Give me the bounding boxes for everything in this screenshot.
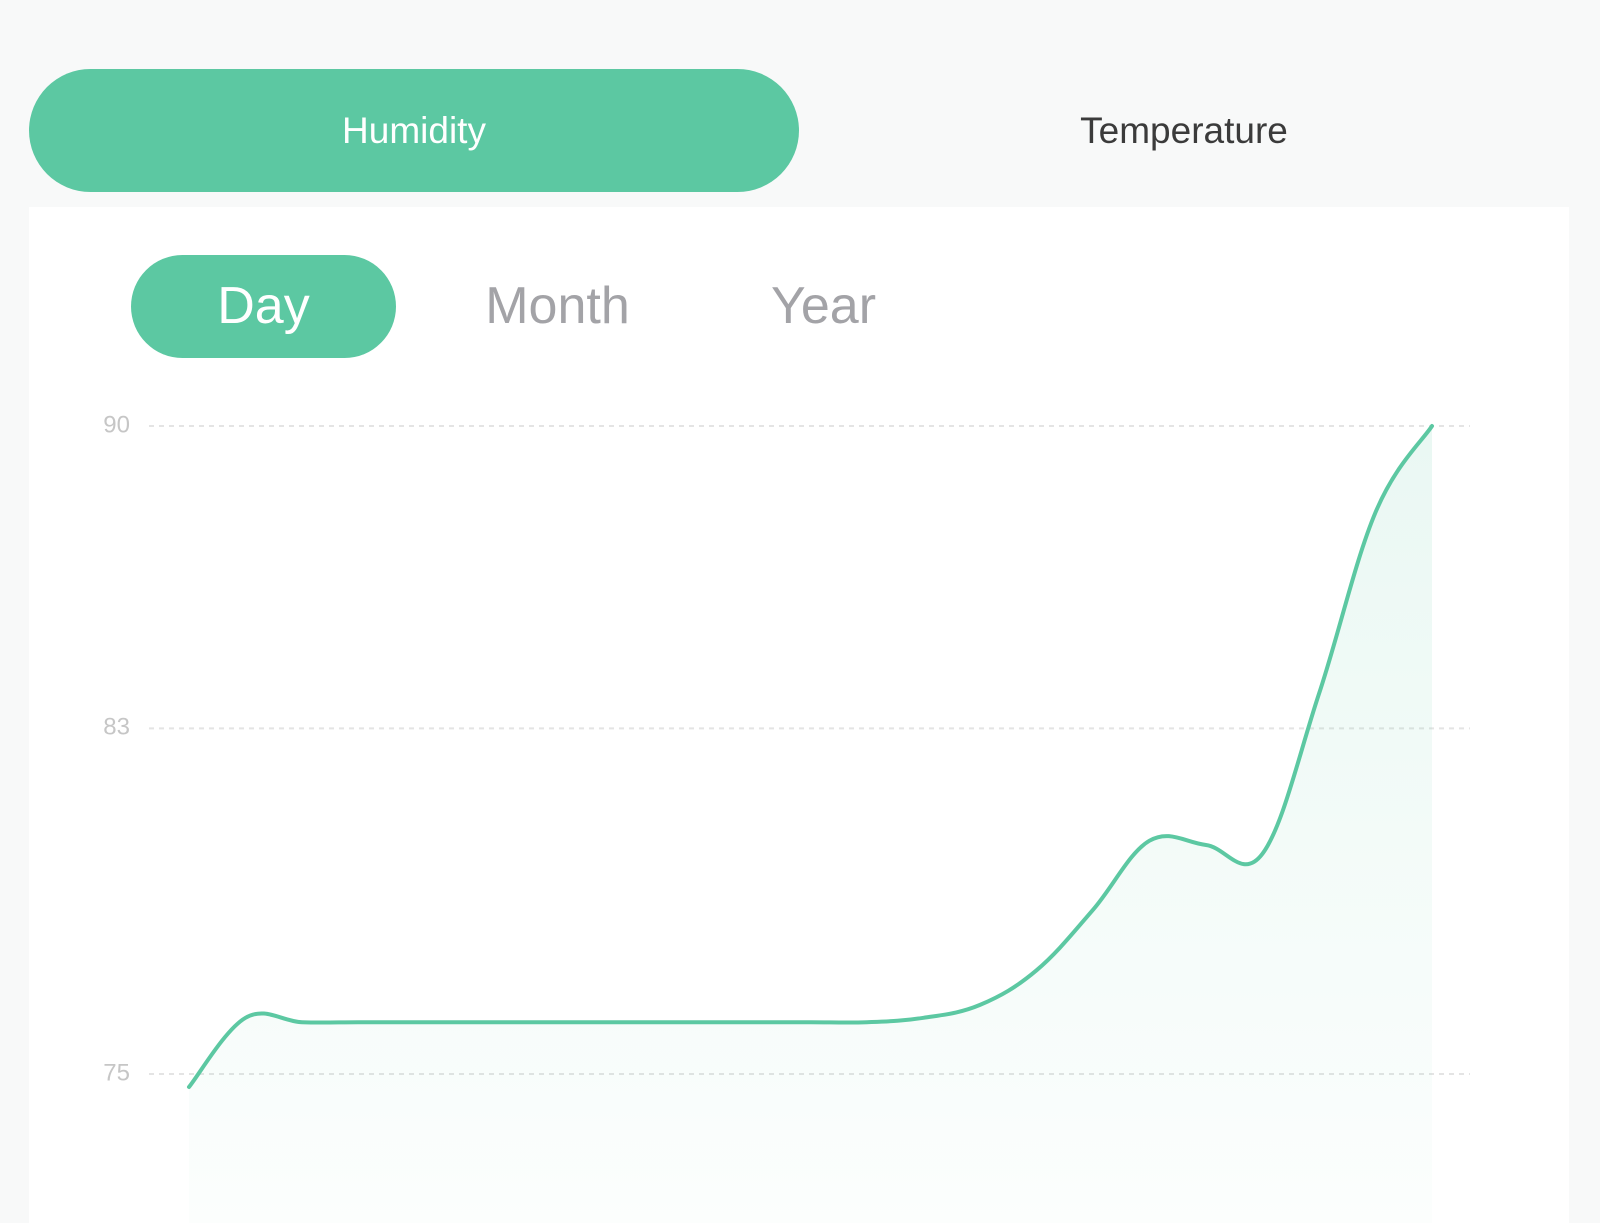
data-point (922, 1016, 926, 1020)
data-point (526, 1020, 530, 1024)
series-area (189, 426, 1432, 1223)
data-point (1430, 424, 1434, 428)
tab-day[interactable]: Day (131, 255, 396, 358)
data-point (865, 1020, 869, 1024)
data-point (583, 1020, 587, 1024)
data-point (470, 1020, 474, 1024)
data-point (1204, 843, 1208, 847)
data-point (413, 1020, 417, 1024)
data-point (752, 1020, 756, 1024)
data-point (1091, 908, 1095, 912)
y-tick-label: 90 (103, 411, 130, 438)
tab-humidity[interactable]: Humidity (29, 69, 799, 192)
metric-tab-bar: Humidity Temperature (29, 69, 1569, 192)
data-point (809, 1020, 813, 1024)
data-point (244, 1016, 248, 1020)
data-point (1261, 852, 1265, 856)
data-point (187, 1085, 191, 1089)
tab-year[interactable]: Year (770, 277, 877, 335)
data-point (1317, 692, 1321, 696)
data-point (978, 1003, 982, 1007)
tab-month[interactable]: Month (485, 277, 630, 335)
y-tick-label: 83 (103, 714, 130, 741)
data-point (1374, 510, 1378, 514)
data-point (300, 1020, 304, 1024)
y-tick-label: 75 (103, 1059, 130, 1086)
data-point (1148, 839, 1152, 843)
data-point (696, 1020, 700, 1024)
tab-temperature[interactable]: Temperature (1080, 110, 1288, 151)
data-point (1035, 968, 1039, 972)
data-point (357, 1020, 361, 1024)
series-line (187, 424, 1434, 1089)
data-point (639, 1020, 643, 1024)
chart-card: Day Month Year 90 83 75 (29, 207, 1569, 1223)
humidity-chart: 90 83 75 (103, 411, 1470, 1223)
